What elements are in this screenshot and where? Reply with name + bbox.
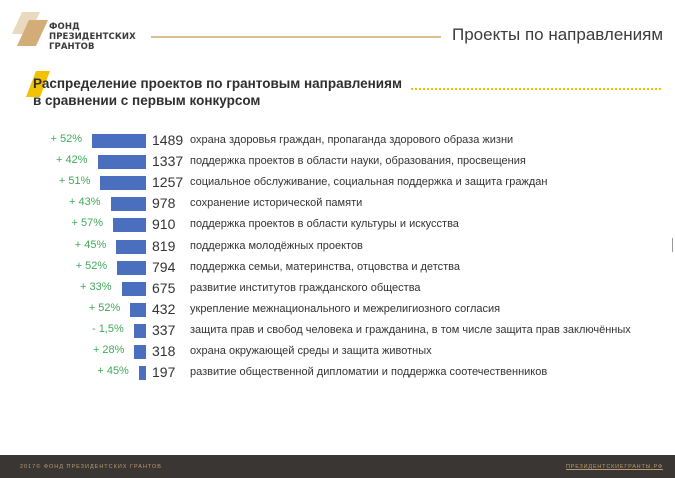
change-label: + 52% xyxy=(75,259,108,272)
chart-row: + 52% 1489 охрана здоровья граждан, пропаг… xyxy=(0,130,675,151)
bar xyxy=(138,366,146,381)
bar xyxy=(92,134,146,148)
brand-line: ГРАНТОВ xyxy=(49,42,95,52)
category-label: охрана окружающей среды и защита животны… xyxy=(190,345,432,357)
bar xyxy=(116,239,146,254)
category-label: укрепление межнационального и межрелигио… xyxy=(190,302,501,315)
value-label: 910 xyxy=(152,216,176,233)
bar-chart: + 52% 1489 охрана здоровья граждан, пропаг… xyxy=(0,130,675,386)
bar xyxy=(121,281,146,296)
bar xyxy=(110,197,146,212)
chart-title-line: Распределение проектов по грантовым напр… xyxy=(33,76,402,91)
value-label: 675 xyxy=(152,279,176,296)
value-label: 197 xyxy=(152,364,176,381)
chart-title-line: в сравнении с первым конкурсом xyxy=(33,93,261,108)
chart-row: + 33% 675 развитие институтов гражданского… xyxy=(0,278,675,299)
value-label: 978 xyxy=(152,195,176,212)
category-label: поддержка проектов в области науки, обра… xyxy=(190,155,526,168)
dotted-divider xyxy=(411,88,661,90)
value-label: 337 xyxy=(152,321,176,338)
footer-website-link[interactable]: ПРЕЗИДЕНТСКИЕГРАНТЫ.РФ xyxy=(565,464,663,470)
brand-name: ФОНД ПРЕЗИДЕНТСКИХ ГРАНТОВ xyxy=(49,22,136,52)
category-label: развитие институтов гражданского обществ… xyxy=(190,281,421,294)
bar xyxy=(100,176,146,191)
chart-row: + 52% 794 поддержка семьи, материнства, от… xyxy=(0,257,675,278)
subtitle-accent-icon xyxy=(26,71,50,97)
chart-row: + 28% 318 охрана окружающей среды и защита… xyxy=(0,341,675,362)
bar xyxy=(112,218,146,233)
brand-line: ФОНД xyxy=(49,22,80,32)
change-label: + 52% xyxy=(88,301,121,314)
bar xyxy=(97,155,146,170)
chart-row: + 43% 978 сохранение исторической памяти xyxy=(0,193,675,214)
chart-row: + 51% 1257 социальное обслуживание, социал… xyxy=(0,172,675,193)
change-label: + 43% xyxy=(69,196,101,209)
chart-row: - 1,5% 337 защита прав и свобод человека и… xyxy=(0,320,675,341)
change-label: + 45% xyxy=(97,365,129,378)
bar xyxy=(117,260,146,275)
value-label: 819 xyxy=(152,237,176,254)
category-label: поддержка молодёжных проектов xyxy=(190,239,363,252)
change-label: + 52% xyxy=(50,133,83,145)
chart-title: Распределение проектов по грантовым напр… xyxy=(33,75,402,109)
edge-marker xyxy=(672,238,673,252)
category-label: поддержка проектов в области культуры и … xyxy=(190,218,459,231)
bar xyxy=(133,323,146,338)
category-label: сохранение исторической памяти xyxy=(190,197,363,210)
category-label: охрана здоровья граждан, пропаганда здор… xyxy=(190,134,514,146)
value-label: 1337 xyxy=(152,153,184,170)
brand-line: ПРЕЗИДЕНТСКИХ xyxy=(49,32,136,42)
value-label: 1257 xyxy=(152,174,184,191)
bar xyxy=(130,302,146,317)
footer-copyright: 2017© ФОНД ПРЕЗИДЕНТСКИХ ГРАНТОВ xyxy=(20,464,162,470)
change-label: + 45% xyxy=(74,238,107,251)
change-label: + 28% xyxy=(92,344,125,356)
value-label: 794 xyxy=(152,258,176,275)
chart-row: + 42% 1337 поддержка проектов в области на… xyxy=(0,151,675,172)
change-label: + 57% xyxy=(71,217,103,230)
page-title: Проекты по направлениям xyxy=(452,25,664,44)
chart-row: + 52% 432 укрепление межнационального и ме… xyxy=(0,299,675,320)
category-label: развитие общественной дипломатии и подде… xyxy=(190,366,548,379)
value-label: 318 xyxy=(152,343,176,359)
change-label: + 33% xyxy=(80,280,112,293)
chart-row: + 57% 910 поддержка проектов в области кул… xyxy=(0,214,675,235)
category-label: поддержка семьи, материнства, отцовства … xyxy=(190,260,460,273)
foundation-logo-icon xyxy=(12,12,48,46)
change-label: + 51% xyxy=(58,175,91,188)
chart-row: + 45% 819 поддержка молодёжных проектов xyxy=(0,236,675,257)
header-divider xyxy=(151,36,441,38)
change-label: - 1,5% xyxy=(91,322,124,335)
change-label: + 42% xyxy=(56,154,88,167)
value-label: 432 xyxy=(152,300,176,317)
bar xyxy=(134,345,146,359)
value-label: 1489 xyxy=(152,132,184,148)
category-label: социальное обслуживание, социальная подд… xyxy=(190,176,548,189)
footer: 2017© ФОНД ПРЕЗИДЕНТСКИХ ГРАНТОВ ПРЕЗИДЕ… xyxy=(0,455,675,478)
category-label: защита прав и свобод человека и граждани… xyxy=(190,323,631,336)
chart-row: + 45% 197 развитие общественной дипломатии… xyxy=(0,362,675,383)
